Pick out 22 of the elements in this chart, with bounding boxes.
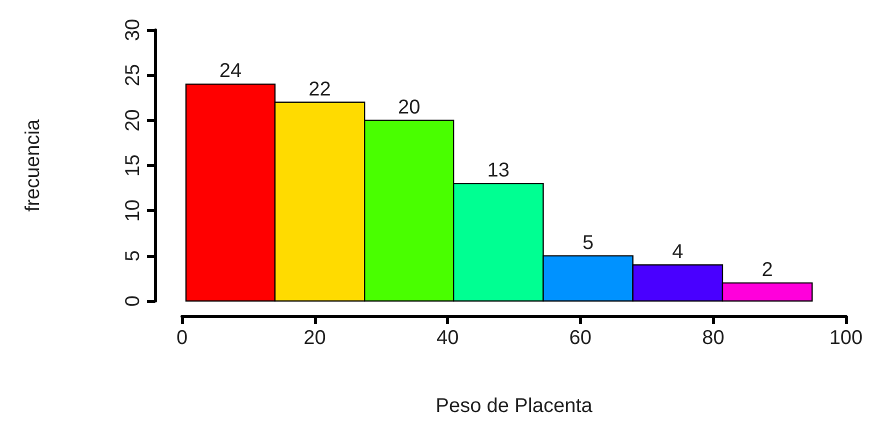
data-label: 20 — [398, 96, 420, 118]
y-tick-label: 25 — [122, 64, 144, 86]
x-tick-label: 0 — [176, 327, 188, 349]
data-label: 24 — [219, 60, 242, 82]
x-tick-label: 40 — [436, 327, 459, 349]
data-label: 4 — [672, 240, 684, 263]
y-tick-label: 5 — [122, 250, 144, 262]
y-tick-label: 0 — [122, 295, 144, 307]
x-axis-title: Peso de Placenta — [436, 395, 594, 417]
y-tick-label: 15 — [122, 154, 144, 177]
x-tick-label: 60 — [569, 327, 592, 349]
data-label: 5 — [582, 232, 594, 254]
data-label: 13 — [487, 160, 510, 182]
data-label: 2 — [762, 258, 773, 281]
x-tick-label: 80 — [702, 327, 724, 349]
y-tick-label: 20 — [122, 109, 144, 132]
y-tick-label: 10 — [122, 200, 144, 222]
x-tick-label: 20 — [304, 327, 326, 349]
data-label: 22 — [308, 78, 331, 100]
y-tick-label: 30 — [122, 18, 144, 42]
x-tick-label: 100 — [829, 327, 863, 349]
y-axis-title: frecuencia — [22, 118, 44, 212]
